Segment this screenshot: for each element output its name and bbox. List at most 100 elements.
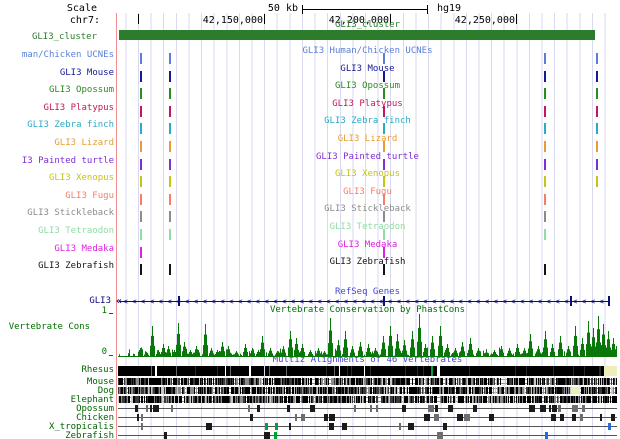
track-item-tick[interactable] xyxy=(544,141,546,152)
track-left-label[interactable]: GLI3 Zebra finch xyxy=(27,120,114,130)
track-item-tick[interactable] xyxy=(596,123,598,134)
cluster-item-bar[interactable] xyxy=(119,30,595,40)
track-left-label[interactable]: GLI3 Fugu xyxy=(65,191,114,201)
track-item-tick[interactable] xyxy=(383,88,385,99)
alignment-bar-dog[interactable] xyxy=(118,387,617,394)
track-item-tick[interactable] xyxy=(169,194,171,205)
multiz-row-label[interactable]: Rhesus xyxy=(81,365,114,375)
track-item-tick[interactable] xyxy=(383,159,385,170)
track-item-tick[interactable] xyxy=(140,194,142,205)
alignment-bar-zebrafish[interactable] xyxy=(118,432,617,439)
track-item-tick[interactable] xyxy=(544,159,546,170)
track-item-tick[interactable] xyxy=(169,229,171,240)
track-item-tick[interactable] xyxy=(383,176,385,187)
track-item-tick[interactable] xyxy=(544,88,546,99)
track-item-tick[interactable] xyxy=(383,53,385,64)
track-left-label[interactable]: GLI3 Mouse xyxy=(59,68,114,78)
track-item-tick[interactable] xyxy=(596,141,598,152)
track-item-tick[interactable] xyxy=(383,211,385,222)
multiz-row-label[interactable]: Opossum xyxy=(76,404,114,414)
track-item-tick[interactable] xyxy=(383,247,385,258)
refseq-exon-block[interactable] xyxy=(178,296,180,306)
alignment-bar-rhesus[interactable] xyxy=(118,366,617,376)
track-item-tick[interactable] xyxy=(544,211,546,222)
track-item-tick[interactable] xyxy=(544,176,546,187)
refseq-exon-block[interactable] xyxy=(383,296,385,306)
track-item-tick[interactable] xyxy=(169,159,171,170)
conservation-left-label[interactable]: Vertebrate Cons xyxy=(8,322,90,332)
track-item-tick[interactable] xyxy=(544,264,546,275)
track-left-label[interactable]: GLI3 Stickleback xyxy=(27,208,114,218)
track-item-tick[interactable] xyxy=(140,159,142,170)
refseq-gene-left-label[interactable]: GLI3 xyxy=(89,296,111,306)
scale-row-label: Scale xyxy=(66,3,97,14)
track-left-label[interactable]: GLI3 Medaka xyxy=(54,244,114,254)
track-item-tick[interactable] xyxy=(140,211,142,222)
refseq-gene-line[interactable] xyxy=(119,301,608,302)
track-item-tick[interactable] xyxy=(169,53,171,64)
track-item-tick[interactable] xyxy=(140,123,142,134)
track-item-tick[interactable] xyxy=(596,106,598,117)
track-left-label[interactable]: GLI3 Lizard xyxy=(54,138,114,148)
track-item-tick[interactable] xyxy=(383,264,385,275)
multiz-row-label[interactable]: Zebrafish xyxy=(65,431,114,439)
track-item-tick[interactable] xyxy=(169,71,171,82)
track-item-tick[interactable] xyxy=(544,106,546,117)
track-item-tick[interactable] xyxy=(140,247,142,258)
track-item-tick[interactable] xyxy=(140,264,142,275)
track-item-tick[interactable] xyxy=(383,71,385,82)
alignment-bar-x_tropicalis[interactable] xyxy=(118,423,617,430)
track-left-label[interactable]: GLI3 Zebrafish xyxy=(38,261,114,271)
track-item-tick[interactable] xyxy=(596,159,598,170)
conservation-histogram[interactable] xyxy=(118,313,617,357)
track-item-tick[interactable] xyxy=(596,176,598,187)
track-item-tick[interactable] xyxy=(169,211,171,222)
multiz-row-label[interactable]: Dog xyxy=(97,386,114,396)
track-item-tick[interactable] xyxy=(140,88,142,99)
multiz-row-label[interactable]: Chicken xyxy=(76,413,114,423)
track-left-label[interactable]: GLI3 Tetraodon xyxy=(38,226,114,236)
track-item-tick[interactable] xyxy=(140,141,142,152)
refseq-exon-block[interactable] xyxy=(570,296,572,306)
alignment-bar-elephant[interactable] xyxy=(118,396,617,403)
track-item-tick[interactable] xyxy=(383,106,385,117)
track-left-label[interactable]: GLI3 Platypus xyxy=(43,103,114,113)
track-item-tick[interactable] xyxy=(169,141,171,152)
scale-bar-cap-right xyxy=(427,5,428,14)
refseq-exon-block[interactable] xyxy=(608,296,610,306)
alignment-bar-mouse[interactable] xyxy=(118,378,617,385)
track-item-tick[interactable] xyxy=(596,53,598,64)
track-item-tick[interactable] xyxy=(169,123,171,134)
track-item-tick[interactable] xyxy=(169,264,171,275)
track-item-tick[interactable] xyxy=(544,229,546,240)
track-item-tick[interactable] xyxy=(169,176,171,187)
track-left-label[interactable]: man/Chicken UCNEs xyxy=(21,50,114,60)
track-item-tick[interactable] xyxy=(383,194,385,205)
track-item-tick[interactable] xyxy=(383,229,385,240)
track-item-tick[interactable] xyxy=(544,53,546,64)
track-item-tick[interactable] xyxy=(596,71,598,82)
track-item-tick[interactable] xyxy=(140,106,142,117)
track-item-tick[interactable] xyxy=(544,194,546,205)
multiz-row-label[interactable]: Elephant xyxy=(70,395,114,405)
track-item-tick[interactable] xyxy=(544,71,546,82)
alignment-bar-opossum[interactable] xyxy=(118,405,617,412)
track-item-tick[interactable] xyxy=(544,123,546,134)
track-left-label[interactable]: GLI3 Opossum xyxy=(48,85,114,95)
track-item-tick[interactable] xyxy=(169,106,171,117)
track-left-label[interactable]: GLI3 Xenopus xyxy=(48,173,114,183)
track-item-tick[interactable] xyxy=(140,71,142,82)
track-item-tick[interactable] xyxy=(140,176,142,187)
alignment-bar-chicken[interactable] xyxy=(118,414,617,421)
multiz-row-label[interactable]: X_tropicalis xyxy=(48,422,114,432)
track-item-tick[interactable] xyxy=(140,53,142,64)
track-left-label[interactable]: I3 Painted turtle xyxy=(21,156,114,166)
track-left-label-gli3-cluster[interactable]: GLI3_cluster xyxy=(31,32,97,42)
track-item-tick[interactable] xyxy=(169,88,171,99)
track-item-tick[interactable] xyxy=(596,88,598,99)
track-item-tick[interactable] xyxy=(383,123,385,134)
track-item-tick[interactable] xyxy=(140,229,142,240)
multiz-row-label[interactable]: Mouse xyxy=(86,377,114,387)
track-item-tick[interactable] xyxy=(383,141,385,152)
